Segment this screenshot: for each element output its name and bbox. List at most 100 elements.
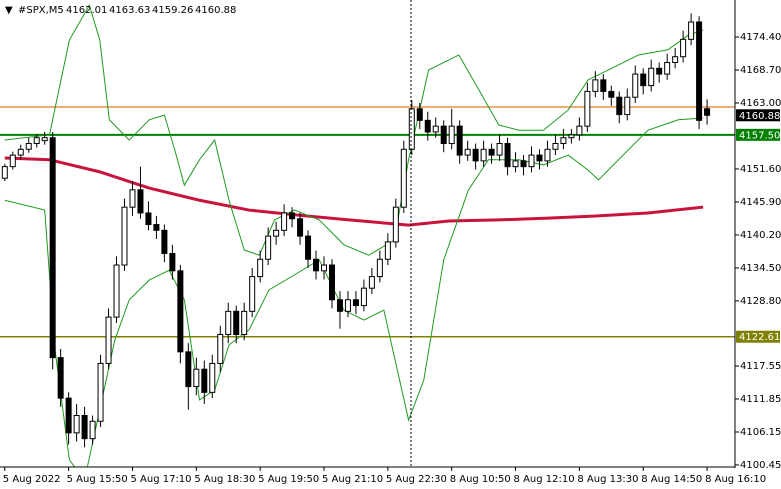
y-tick-label: 4100.45 — [740, 460, 781, 471]
axes: 4174.40 4168.70 4163.00 4151.60 4145.90 4140.… — [3, 32, 781, 485]
candle-body — [25, 143, 32, 150]
y-tick-label: 4140.20 — [740, 230, 781, 241]
candle-body — [696, 21, 703, 121]
candle-body — [664, 61, 671, 75]
candle-body — [177, 270, 184, 353]
candle-body — [344, 299, 351, 312]
candle-body — [201, 368, 208, 393]
level-label: 4122.61 — [739, 332, 780, 343]
candle-body — [680, 38, 687, 58]
candle-body — [321, 264, 328, 272]
candle-body — [9, 154, 16, 168]
candle-body — [576, 125, 583, 136]
candle-body — [129, 189, 136, 208]
y-tick-label: 4163.00 — [740, 98, 781, 109]
candle-body — [193, 368, 200, 388]
candle-body — [41, 137, 48, 142]
candle-body — [376, 258, 383, 278]
x-tick-label: 5 Aug 22:30 — [386, 474, 447, 485]
candle-body — [424, 119, 431, 133]
candle-body — [440, 125, 447, 145]
candle-body — [368, 276, 375, 289]
y-tick-label: 4151.60 — [740, 164, 781, 175]
candle-body — [209, 362, 216, 393]
candle-body — [121, 206, 128, 266]
y-tick-label: 4134.50 — [740, 263, 781, 274]
candle-body — [137, 189, 144, 214]
candle-body — [185, 351, 192, 388]
collapse-arrow[interactable]: ▼ — [5, 5, 13, 16]
plot-area — [0, 3, 735, 467]
candle-body — [33, 137, 40, 145]
candle-body — [456, 125, 463, 156]
candle-body — [512, 160, 519, 168]
candle-body — [57, 357, 64, 399]
candle-body — [592, 79, 599, 92]
candle-body — [624, 96, 631, 116]
candle-body — [169, 252, 176, 272]
candle-body — [584, 90, 591, 127]
y-tick-label: 4117.55 — [740, 361, 781, 372]
y-tick-label: 4174.40 — [740, 32, 781, 43]
ohlc-value: 4160.88 — [195, 5, 236, 16]
ohlc-value: 4159.26 — [152, 5, 193, 16]
candle-body — [560, 137, 567, 145]
candle-body — [281, 212, 288, 231]
y-tick-label: 4145.90 — [740, 197, 781, 208]
candle-body — [297, 218, 304, 237]
x-tick-label: 5 Aug 17:10 — [130, 474, 191, 485]
candle-body — [352, 299, 359, 307]
candle-body — [656, 67, 663, 75]
candle-body — [528, 154, 535, 168]
candle-body — [257, 258, 264, 278]
candle-body — [81, 414, 88, 440]
candle-body — [161, 229, 168, 254]
candle-body — [688, 21, 695, 40]
level-label: 4157.50 — [739, 130, 780, 141]
candle-body — [113, 264, 120, 318]
candle-body — [600, 79, 607, 92]
candle-body — [153, 224, 160, 231]
x-tick-label: 8 Aug 16:10 — [705, 474, 766, 485]
candle-body — [336, 299, 343, 312]
candle-body — [17, 148, 24, 156]
candle-body — [289, 212, 296, 220]
candle-body — [704, 108, 711, 116]
last-price-box — [736, 109, 780, 122]
candle-body — [241, 310, 248, 335]
candle-body — [273, 229, 280, 237]
candle-body — [648, 67, 655, 87]
candle-body — [1, 166, 8, 179]
x-tick-label: 8 Aug 14:50 — [641, 474, 702, 485]
candle-body — [328, 264, 335, 301]
header: ▼ #SPX,M5 4162.01 4163.63 4159.26 4160.88 — [5, 5, 236, 16]
x-tick-label: 8 Aug 12:10 — [514, 474, 575, 485]
candle-body — [233, 310, 240, 335]
candle-body — [416, 108, 423, 121]
candle-body — [65, 397, 72, 434]
candle-body — [448, 125, 455, 145]
x-tick-label: 8 Aug 10:50 — [450, 474, 511, 485]
candle-body — [89, 420, 96, 440]
candle-body — [472, 148, 479, 162]
candle-body — [616, 96, 623, 116]
candle-body — [305, 235, 312, 260]
candle-body — [400, 148, 407, 208]
x-tick-label: 5 Aug 2022 — [3, 474, 61, 485]
candle-body — [488, 148, 495, 156]
candle-body — [384, 241, 391, 260]
candle-body — [265, 235, 272, 260]
candle-body — [496, 143, 503, 156]
candle-body — [672, 56, 679, 63]
candle-body — [97, 362, 104, 422]
x-tick-label: 5 Aug 18:30 — [194, 474, 255, 485]
candle-body — [568, 134, 575, 139]
candle-body — [536, 154, 543, 162]
last-price-label: 4160.88 — [739, 111, 780, 122]
indicator-line — [4, 117, 704, 467]
y-tick-label: 4106.15 — [740, 427, 781, 438]
candle-body — [408, 108, 415, 150]
indicator-line — [4, 3, 704, 256]
candle-body — [313, 258, 320, 272]
